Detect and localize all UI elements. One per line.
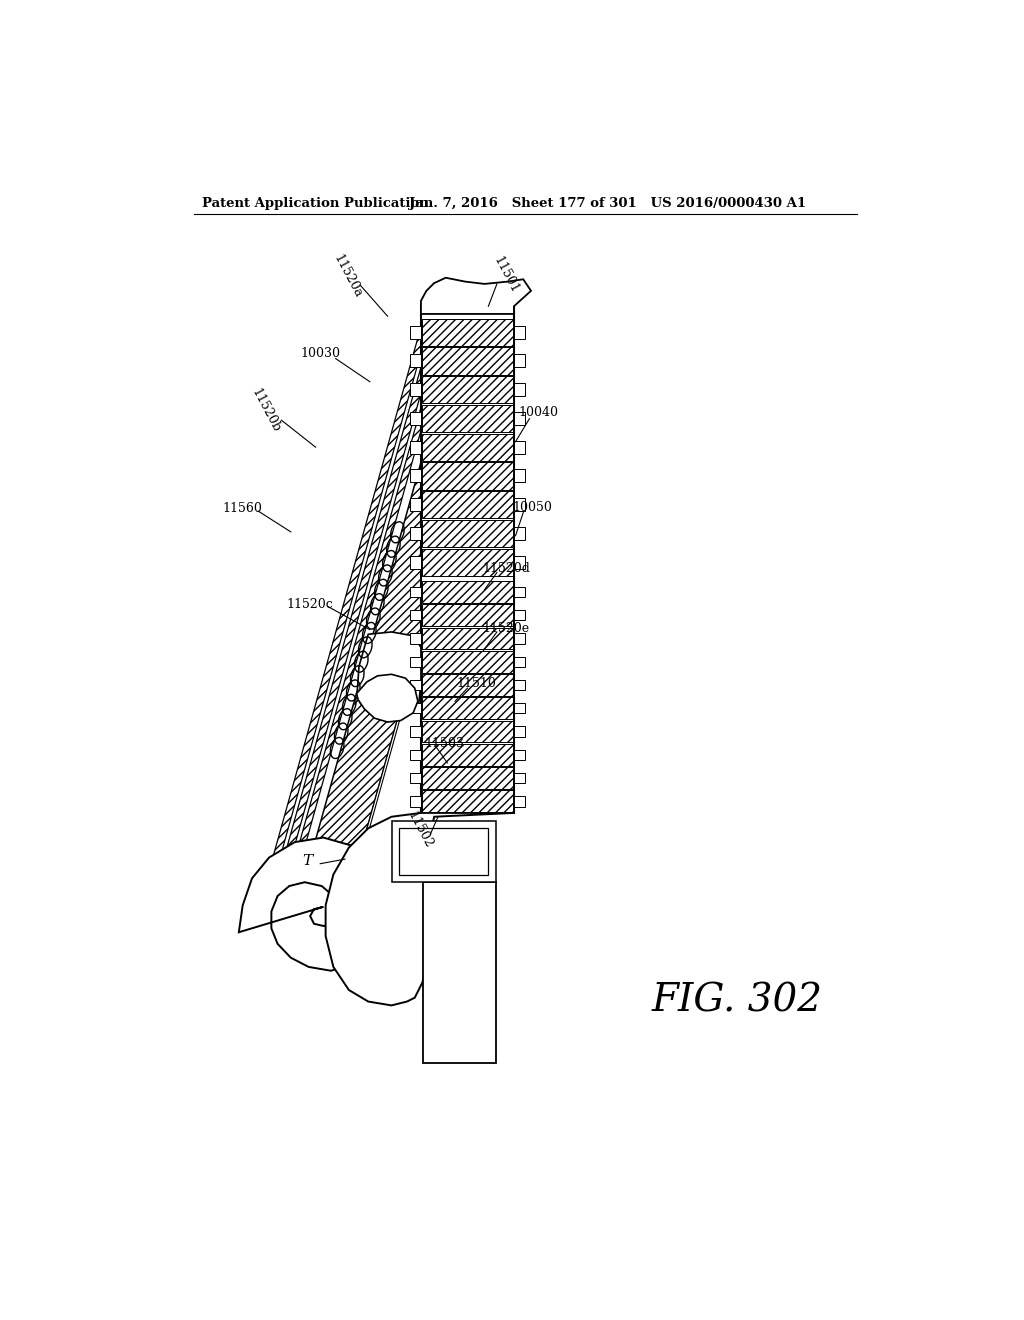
Text: 11520c: 11520c <box>286 598 333 611</box>
Bar <box>514 556 525 569</box>
Bar <box>422 549 513 576</box>
Bar <box>422 462 513 490</box>
Polygon shape <box>276 296 447 887</box>
Bar <box>410 556 421 569</box>
Bar <box>422 651 513 673</box>
Bar <box>514 610 525 620</box>
Text: FIG. 302: FIG. 302 <box>651 982 822 1019</box>
Polygon shape <box>239 838 388 970</box>
Polygon shape <box>326 813 514 1006</box>
Bar <box>410 326 421 339</box>
Text: 11510: 11510 <box>457 677 497 690</box>
Bar <box>514 326 525 339</box>
Bar <box>422 605 513 626</box>
Bar <box>410 498 421 511</box>
Bar <box>422 627 513 649</box>
Text: 11520d: 11520d <box>482 561 530 574</box>
Bar <box>410 656 421 667</box>
Text: 10040: 10040 <box>519 407 559 418</box>
Bar <box>514 527 525 540</box>
Bar <box>514 726 525 737</box>
Bar <box>422 791 513 812</box>
Bar <box>410 750 421 760</box>
Bar <box>422 697 513 719</box>
Bar <box>514 772 525 783</box>
Polygon shape <box>287 298 458 890</box>
Text: Patent Application Publication: Patent Application Publication <box>202 197 428 210</box>
Bar <box>410 634 421 644</box>
Bar <box>422 721 513 742</box>
Bar <box>410 704 421 714</box>
Text: 11520e: 11520e <box>482 622 529 635</box>
Polygon shape <box>357 632 421 714</box>
Bar <box>410 441 421 454</box>
Bar <box>514 656 525 667</box>
Bar <box>422 347 513 375</box>
Bar <box>514 441 525 454</box>
Bar <box>421 306 514 813</box>
Bar <box>422 318 513 346</box>
Polygon shape <box>423 882 496 1063</box>
Bar <box>514 680 525 690</box>
Bar <box>422 520 513 546</box>
Bar <box>422 376 513 404</box>
Bar <box>410 796 421 807</box>
Bar <box>410 680 421 690</box>
Bar <box>422 491 513 519</box>
Polygon shape <box>421 277 531 314</box>
Bar <box>514 634 525 644</box>
Bar <box>514 383 525 396</box>
Bar <box>422 433 513 461</box>
Text: 11501: 11501 <box>492 253 521 296</box>
Bar <box>410 610 421 620</box>
Text: 11520a: 11520a <box>332 252 365 300</box>
Polygon shape <box>346 314 513 904</box>
Polygon shape <box>266 292 437 884</box>
Bar <box>410 587 421 597</box>
Bar <box>422 675 513 696</box>
Bar <box>514 704 525 714</box>
Bar <box>422 744 513 766</box>
Polygon shape <box>356 675 418 722</box>
Polygon shape <box>399 829 488 875</box>
Bar <box>422 581 513 603</box>
Bar <box>422 767 513 789</box>
Bar <box>514 355 525 367</box>
Bar <box>514 587 525 597</box>
Bar <box>422 405 513 432</box>
Bar <box>514 412 525 425</box>
Text: T: T <box>303 854 313 867</box>
Bar <box>410 726 421 737</box>
Text: 10030: 10030 <box>300 347 340 360</box>
Bar <box>410 355 421 367</box>
Bar <box>410 383 421 396</box>
Bar <box>410 527 421 540</box>
Bar <box>410 772 421 783</box>
Bar <box>514 750 525 760</box>
Bar <box>410 470 421 482</box>
Text: 11502: 11502 <box>406 809 435 850</box>
Polygon shape <box>391 821 496 882</box>
Text: 11520b: 11520b <box>249 387 283 436</box>
Text: Jan. 7, 2016   Sheet 177 of 301   US 2016/0000430 A1: Jan. 7, 2016 Sheet 177 of 301 US 2016/00… <box>409 197 806 210</box>
Polygon shape <box>301 302 511 904</box>
Bar <box>514 796 525 807</box>
Text: 10050: 10050 <box>513 502 553 515</box>
Text: 11503: 11503 <box>424 737 464 750</box>
Bar <box>514 498 525 511</box>
Bar <box>514 470 525 482</box>
Text: 11560: 11560 <box>223 502 262 515</box>
Bar <box>410 412 421 425</box>
